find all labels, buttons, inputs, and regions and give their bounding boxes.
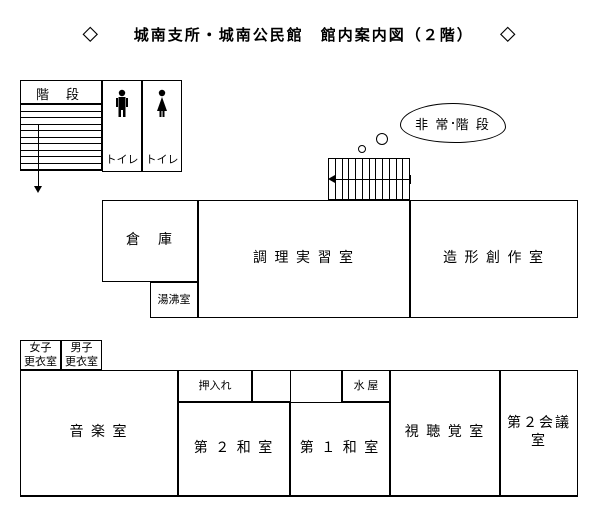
arrow-tail-tick bbox=[410, 175, 411, 184]
room-label: 第 ２ 和 室 bbox=[194, 440, 275, 458]
room-label: 調 理 実 習 室 bbox=[253, 250, 355, 268]
room-washitsu1: 第 １ 和 室 bbox=[290, 402, 390, 496]
emergency-stairs-callout: 非 常 階 段 bbox=[400, 103, 506, 143]
toilet-label: トイレ bbox=[146, 153, 179, 167]
room-label: 倉 庫 bbox=[126, 232, 174, 250]
room-boiler: 湯沸室 bbox=[150, 282, 198, 318]
room-label: 第２会議室 bbox=[501, 415, 577, 451]
room-changing-f: 女子 更衣室 bbox=[20, 340, 61, 370]
thought-tail-icon bbox=[358, 145, 366, 153]
arrow-left-head-icon bbox=[328, 175, 335, 183]
arrow-down-shaft bbox=[38, 124, 39, 186]
arrow-left-shaft bbox=[334, 179, 410, 180]
toilet-label: トイレ bbox=[106, 153, 139, 167]
room-meeting2: 第２会議室 bbox=[500, 370, 578, 496]
room-label: 造 形 創 作 室 bbox=[443, 250, 545, 268]
line bbox=[20, 170, 102, 171]
room-mizuya: 水 屋 bbox=[342, 370, 390, 402]
room-label: 視 聴 覚 室 bbox=[405, 424, 486, 442]
room-cooking: 調 理 実 習 室 bbox=[198, 200, 410, 318]
room-label: 押入れ bbox=[199, 379, 232, 393]
room-label: 女子 更衣室 bbox=[24, 341, 57, 370]
room-storage: 倉 庫 bbox=[102, 200, 198, 282]
page-title: ◇ 城南支所・城南公民館 館内案内図（２階） ◇ bbox=[0, 24, 600, 45]
room-label: 音 楽 室 bbox=[70, 424, 129, 442]
arrow-down-head-icon bbox=[34, 186, 42, 193]
room-label: 水 屋 bbox=[354, 379, 379, 393]
male-icon bbox=[113, 89, 131, 119]
room-music: 音 楽 室 bbox=[20, 370, 178, 496]
female-icon bbox=[153, 89, 171, 119]
room-washitsu2: 第 ２ 和 室 bbox=[178, 402, 290, 496]
room-changing-m: 男子 更衣室 bbox=[61, 340, 102, 370]
room-label: 第 １ 和 室 bbox=[300, 440, 381, 458]
toilet-female: トイレ bbox=[142, 80, 182, 172]
room-label: 湯沸室 bbox=[158, 293, 191, 307]
room-av: 視 聴 覚 室 bbox=[390, 370, 500, 496]
stairs-left-label: 階 段 bbox=[36, 84, 81, 103]
emergency-stairs-label: 非 常 階 段 bbox=[415, 114, 491, 133]
toilet-male: トイレ bbox=[102, 80, 142, 172]
stairs-left bbox=[20, 104, 102, 170]
thought-tail-icon bbox=[376, 133, 388, 145]
room-label: 男子 更衣室 bbox=[65, 341, 98, 370]
room-closet: 押入れ bbox=[178, 370, 252, 402]
line bbox=[20, 496, 578, 497]
room-art: 造 形 創 作 室 bbox=[410, 200, 578, 318]
